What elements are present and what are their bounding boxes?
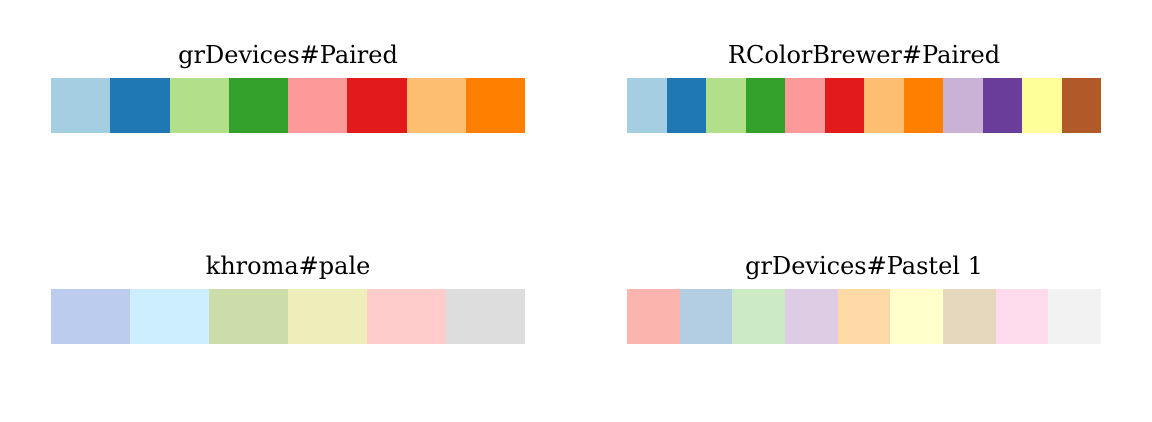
color-swatch [1022, 78, 1062, 133]
color-swatch [943, 289, 996, 344]
color-swatch [288, 78, 348, 133]
color-swatch [347, 78, 407, 133]
color-swatch [627, 289, 680, 344]
palette-panel-khroma-pale: khroma#pale [51, 251, 525, 344]
palette-title: khroma#pale [205, 252, 371, 280]
color-swatch [864, 78, 904, 133]
palette-title: RColorBrewer#Paired [727, 41, 1001, 69]
color-swatch [837, 289, 891, 344]
color-swatch [51, 289, 130, 344]
palette-title: grDevices#Paired [178, 41, 398, 69]
color-swatch [1048, 289, 1102, 344]
swatch-row [627, 78, 1101, 133]
color-swatch [982, 78, 1022, 133]
color-swatch [903, 78, 943, 133]
color-swatch [943, 78, 983, 133]
color-swatch [785, 289, 838, 344]
color-swatch [824, 78, 864, 133]
swatch-row [627, 289, 1102, 344]
color-swatch [666, 78, 706, 133]
color-swatch [679, 289, 733, 344]
color-swatch [209, 289, 288, 344]
color-swatch [706, 78, 746, 133]
color-swatch [890, 289, 944, 344]
color-swatch [745, 78, 785, 133]
color-swatch [169, 78, 229, 133]
color-swatch [465, 78, 525, 133]
color-swatch [627, 78, 667, 133]
color-swatch [367, 289, 446, 344]
color-swatch [228, 78, 288, 133]
swatch-row [51, 289, 525, 344]
color-swatch [732, 289, 786, 344]
color-swatch [110, 78, 170, 133]
color-swatch [785, 78, 825, 133]
color-swatch [288, 289, 367, 344]
palette-panel-grdevices-paired: grDevices#Paired [51, 40, 525, 133]
palette-title: grDevices#Pastel 1 [745, 252, 983, 280]
color-swatch [1061, 78, 1101, 133]
swatch-row [51, 78, 525, 133]
color-swatch [51, 78, 111, 133]
color-swatch [995, 289, 1049, 344]
color-swatch [446, 289, 525, 344]
color-swatch [130, 289, 209, 344]
palette-panel-rcolorbrewer-paired: RColorBrewer#Paired [627, 40, 1101, 133]
color-swatch [406, 78, 466, 133]
palette-panel-grdevices-pastel-1: grDevices#Pastel 1 [627, 251, 1102, 344]
